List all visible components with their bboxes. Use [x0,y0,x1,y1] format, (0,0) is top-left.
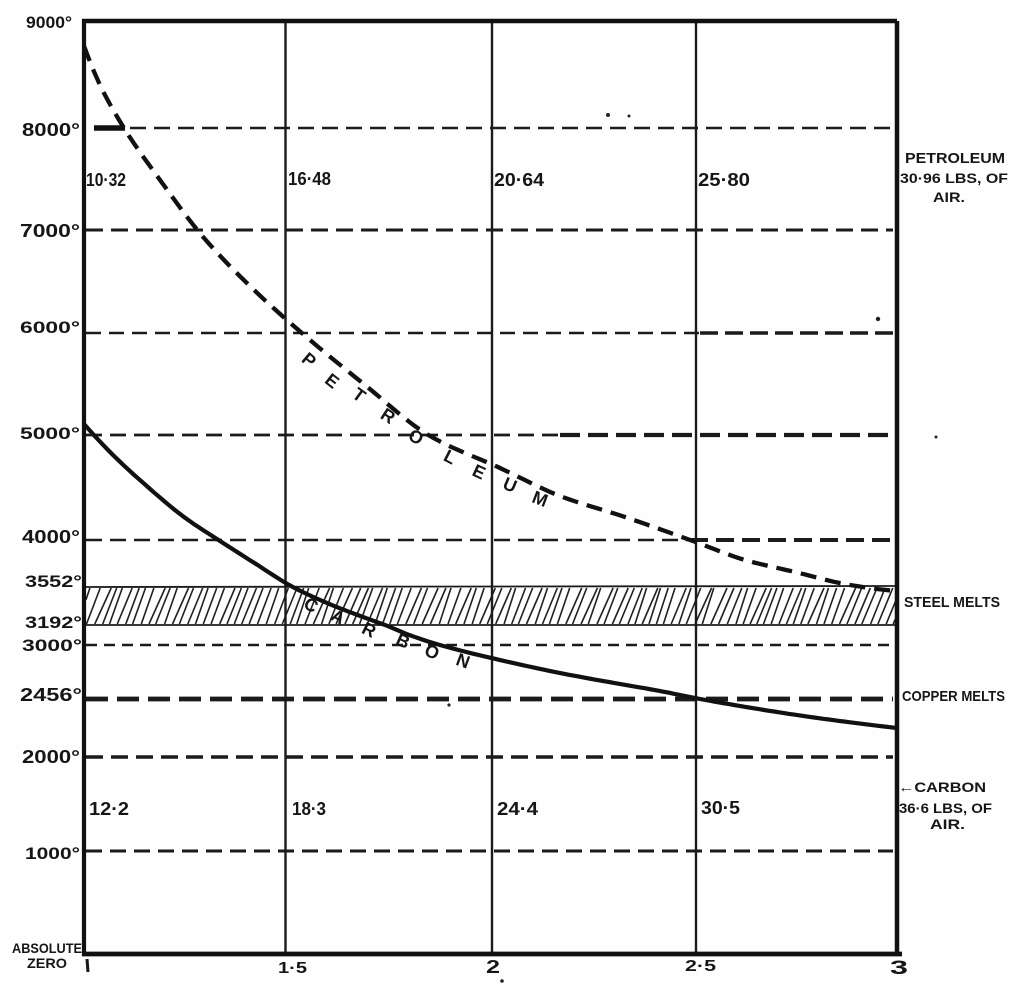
svg-text:4000°: 4000° [22,527,80,547]
svg-text:O: O [422,640,442,664]
svg-text:PETROLEUM: PETROLEUM [905,150,1005,167]
svg-text:5000°: 5000° [20,424,80,443]
svg-text:COPPER MELTS: COPPER MELTS [902,688,1005,705]
svg-text:STEEL MELTS: STEEL MELTS [904,594,1000,611]
svg-text:2000°: 2000° [22,747,80,767]
svg-text:6000°: 6000° [20,318,80,337]
svg-text:36·6 LBS, OF: 36·6 LBS, OF [899,800,992,816]
svg-text:7000°: 7000° [20,221,80,241]
svg-text:8000°: 8000° [22,120,80,140]
svg-text:3552°: 3552° [25,572,82,591]
svg-text:9000°: 9000° [26,13,72,32]
svg-text:2456°: 2456° [20,685,82,705]
svg-text:10·32: 10·32 [86,170,126,190]
svg-text:16·48: 16·48 [288,169,331,189]
svg-text:3192°: 3192° [25,613,82,632]
svg-text:2: 2 [486,957,500,977]
svg-text:1000°: 1000° [25,844,80,863]
svg-text:24·4: 24·4 [497,799,538,819]
svg-text:AIR.: AIR. [930,816,965,832]
svg-text:N: N [453,649,472,672]
svg-text:30·5: 30·5 [701,798,740,818]
svg-text:30·96 LBS, OF: 30·96 LBS, OF [900,170,1009,186]
svg-text:1·5: 1·5 [278,960,307,977]
svg-text:←CARBON: ←CARBON [898,779,986,795]
svg-text:ZERO: ZERO [27,955,67,971]
svg-text:AIR.: AIR. [933,189,965,205]
svg-text:ABSOLUTE: ABSOLUTE [12,940,82,956]
svg-text:20·64: 20·64 [494,170,544,190]
svg-text:18·3: 18·3 [292,799,326,819]
svg-text:M: M [529,487,550,511]
svg-text:25·80: 25·80 [698,170,750,190]
svg-text:2·5: 2·5 [685,958,716,975]
svg-text:3: 3 [890,958,908,979]
svg-text:3000°: 3000° [22,636,82,655]
svg-text:12·2: 12·2 [89,799,129,819]
